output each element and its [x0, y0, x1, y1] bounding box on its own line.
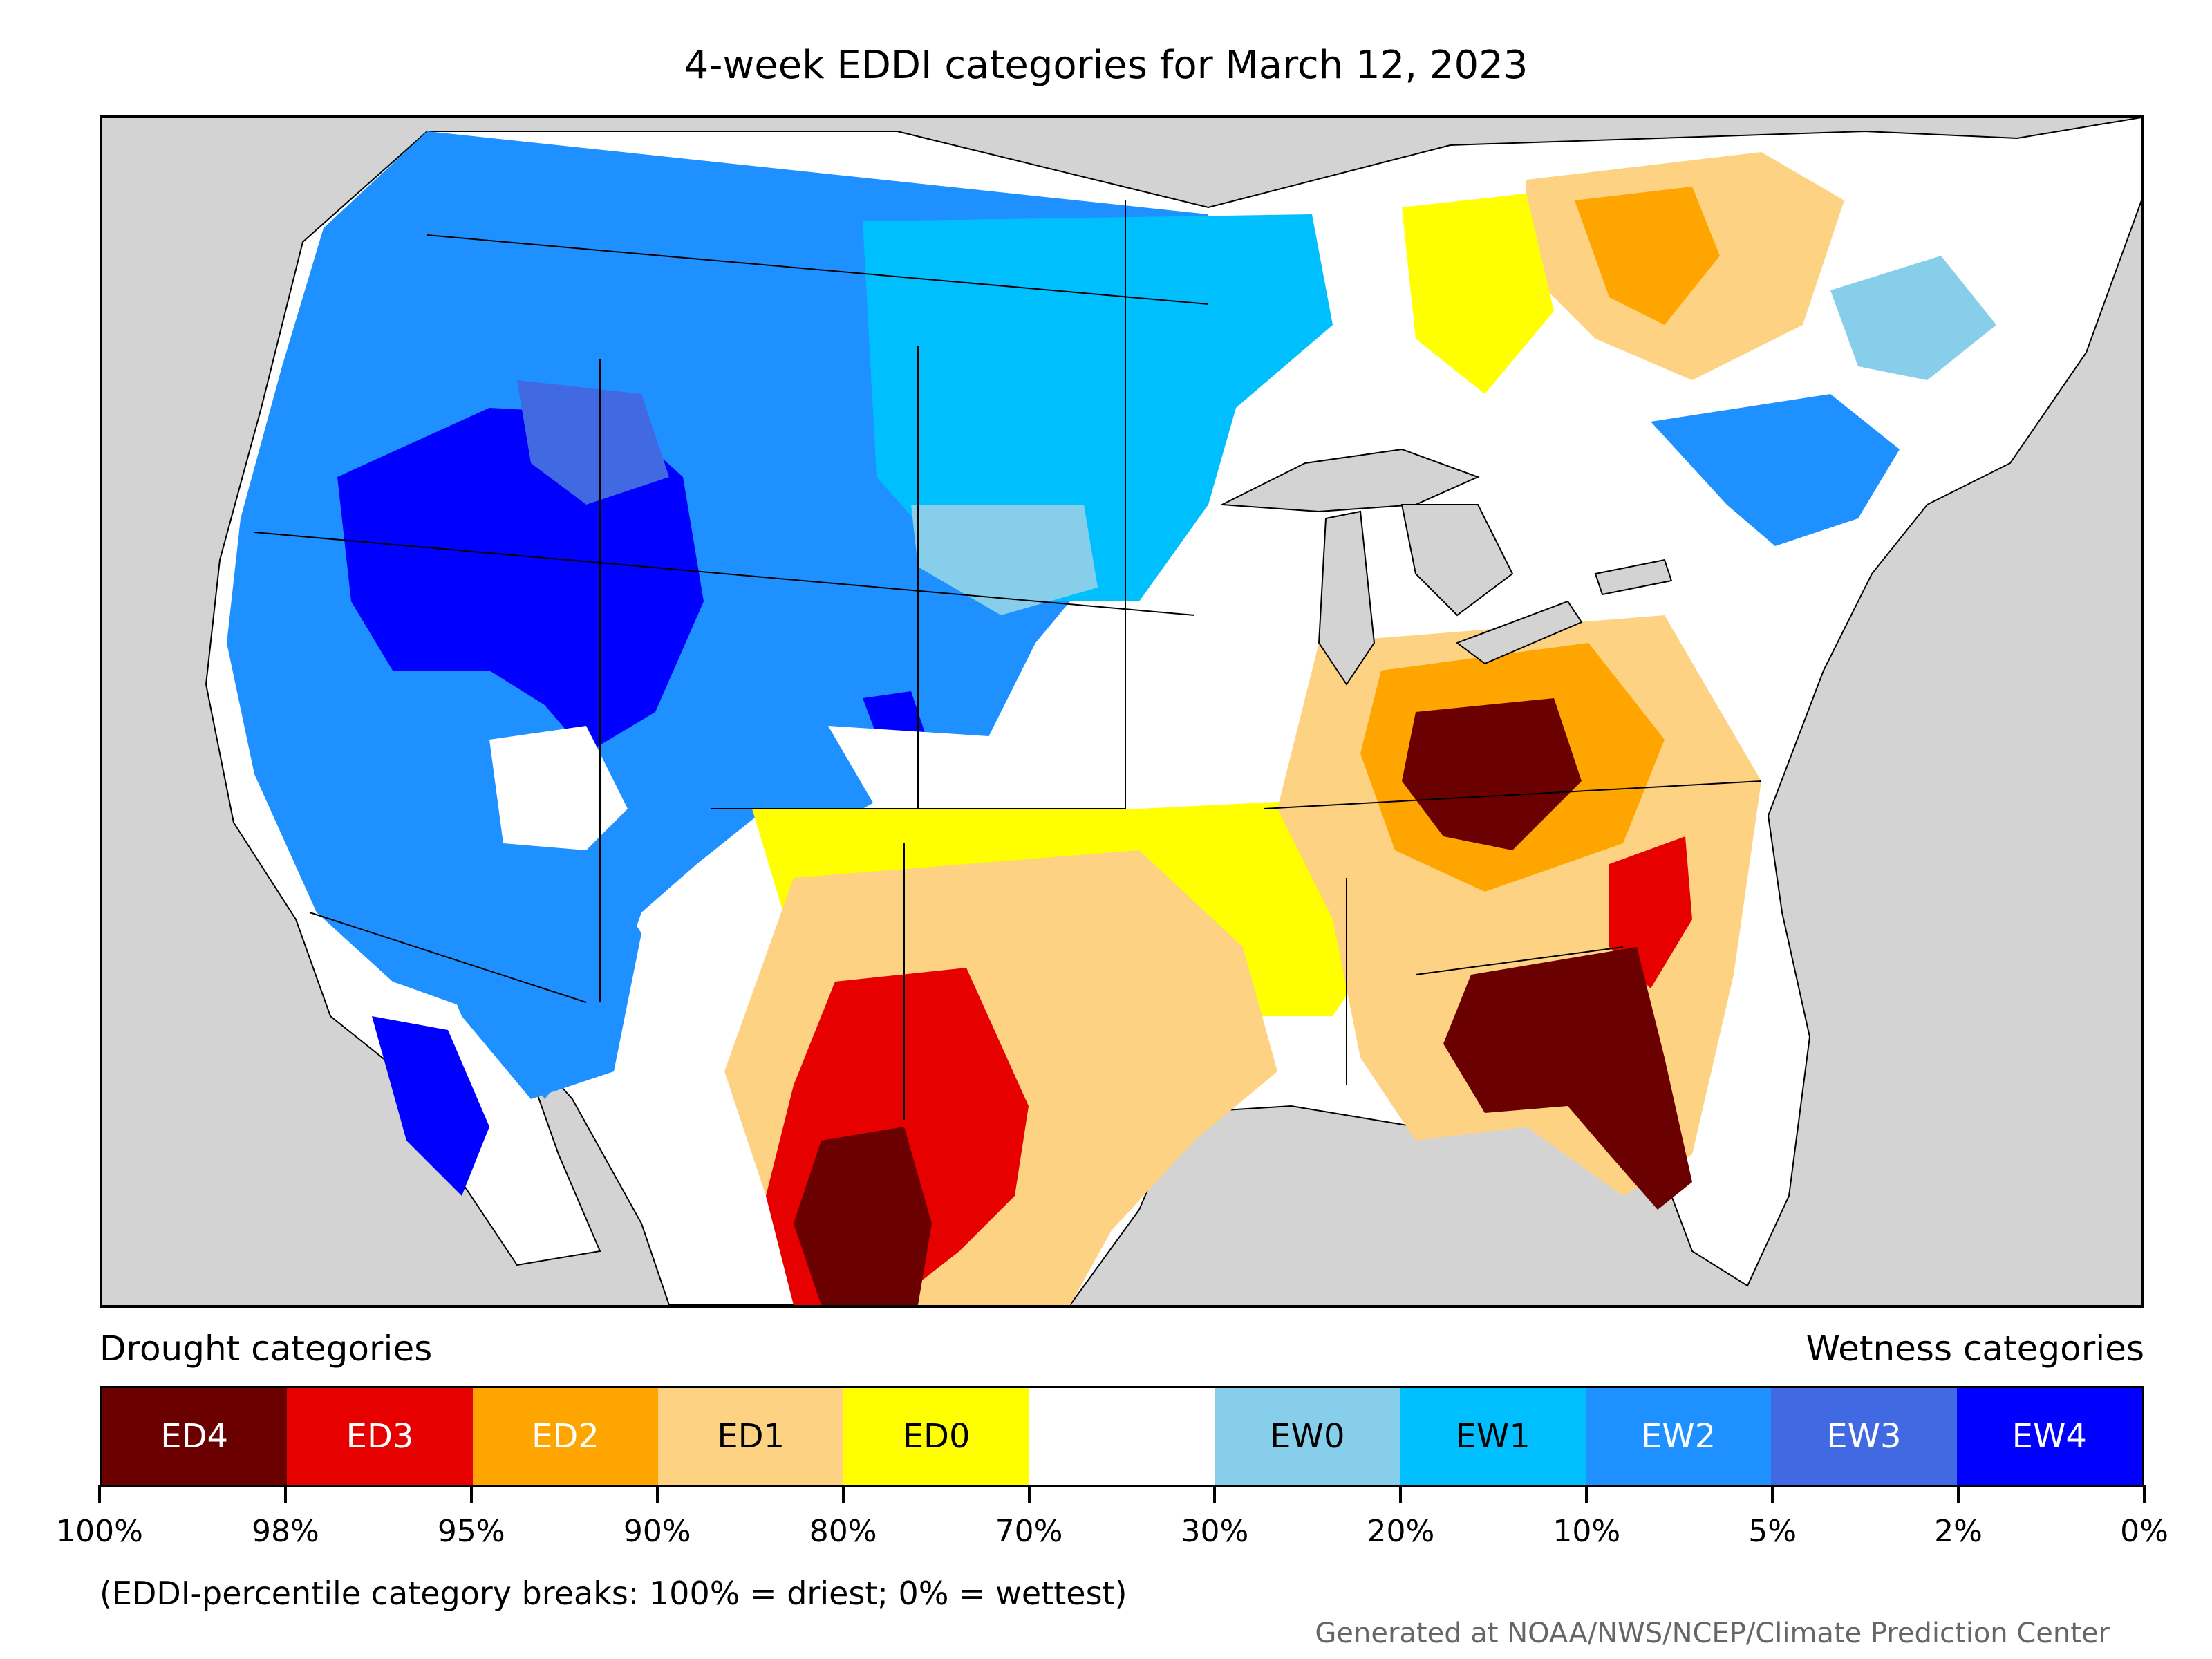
eddi-map [205, 118, 2141, 1305]
colorbar-segment-ed0: ED0 [843, 1388, 1029, 1485]
colorbar-tick [1585, 1485, 1588, 1503]
credit-line: Generated at NOAA/NWS/NCEP/Climate Predi… [1315, 1618, 2110, 1649]
lake-erie [1455, 600, 1583, 665]
colorbar-tick-labels: 100% 98% 95% 90% 80% 70% 30% 20% 10% 5% 2% 0% [56, 1514, 2168, 1555]
near-normal-colorado [828, 726, 1056, 809]
colorbar-tick-label: 90% [623, 1514, 691, 1549]
colorbar-tick-label: 80% [809, 1514, 877, 1549]
colorbar-tick [1399, 1485, 1403, 1503]
ed4-west-texas-core [794, 1127, 932, 1305]
dry-quebec-core [1575, 187, 1720, 325]
wet-dakota-patch [911, 505, 1098, 615]
colorbar-tick [1957, 1485, 1960, 1503]
colorbar-tick [655, 1485, 659, 1503]
colorbar-segment-ed1: ED1 [658, 1388, 844, 1485]
colorbar-tick [2143, 1485, 2146, 1503]
colorbar-segment-ew2: EW2 [1585, 1388, 1772, 1485]
colorbar-tick [1027, 1485, 1031, 1503]
colorbar-tick-label: 70% [995, 1514, 1063, 1549]
colorbar-tick [469, 1485, 473, 1503]
colorbar-segment-ed3: ED3 [287, 1388, 473, 1485]
colorbar-tick-label: 98% [252, 1514, 319, 1549]
colorbar-tick [1771, 1485, 1774, 1503]
colorbar-segment-ew1: EW1 [1400, 1388, 1586, 1485]
wet-idaho-patch [517, 380, 669, 505]
lake-ontario [1594, 559, 1673, 596]
colorbar-tick [98, 1485, 101, 1503]
map-title: 4-week EDDI categories for March 12, 202… [684, 43, 1528, 88]
ed4-ohio-valley-core [1402, 698, 1582, 850]
colorbar-tick [283, 1485, 287, 1503]
colorbar-segment-normal [1029, 1388, 1215, 1485]
colorbar-segment-ed4: ED4 [102, 1388, 288, 1485]
lake-michigan [1318, 510, 1376, 686]
wet-baja-patch [372, 1016, 489, 1196]
colorbar-segment-ed2: ED2 [472, 1388, 659, 1485]
colorbar-segment-ew4: EW4 [1956, 1388, 2142, 1485]
percentile-note: (EDDI-percentile category breaks: 100% =… [100, 1575, 1127, 1612]
wet-arizona-region [427, 850, 641, 1099]
colorbar-ticks [98, 1485, 2146, 1503]
map-panel [100, 115, 2144, 1308]
colorbar-tick [841, 1485, 845, 1503]
wetness-categories-heading: Wetness categories [1806, 1329, 2144, 1369]
ed4-southeast-core [1443, 947, 1692, 1210]
near-normal-nevada [489, 726, 628, 850]
colorbar-segment-ew0: EW0 [1215, 1388, 1400, 1485]
wet-new-england-region [1651, 394, 1900, 546]
colorbar-segment-ew3: EW3 [1771, 1388, 1957, 1485]
lake-huron [1400, 504, 1514, 617]
lake-superior [1219, 448, 1480, 513]
colorbar-tick-label: 5% [1748, 1514, 1797, 1549]
colorbar-tick [1213, 1485, 1217, 1503]
colorbar-tick-label: 30% [1181, 1514, 1249, 1549]
state-boundaries [254, 200, 1762, 1120]
ed0-ontario [1402, 194, 1554, 394]
colorbar-tick-label: 100% [56, 1514, 143, 1549]
colorbar-tick-label: 20% [1367, 1514, 1435, 1549]
colorbar-tick-label: 10% [1553, 1514, 1621, 1549]
wet-quebec-patch [1830, 256, 1996, 380]
colorbar-tick-label: 95% [437, 1514, 505, 1549]
drought-categories-heading: Drought categories [100, 1329, 433, 1369]
category-colorbar: ED4 ED3 ED2 ED1 ED0 EW0 EW1 EW2 EW3 EW4 [100, 1386, 2144, 1487]
colorbar-tick-label: 0% [2120, 1514, 2168, 1549]
colorbar-tick-label: 2% [1934, 1514, 1983, 1549]
